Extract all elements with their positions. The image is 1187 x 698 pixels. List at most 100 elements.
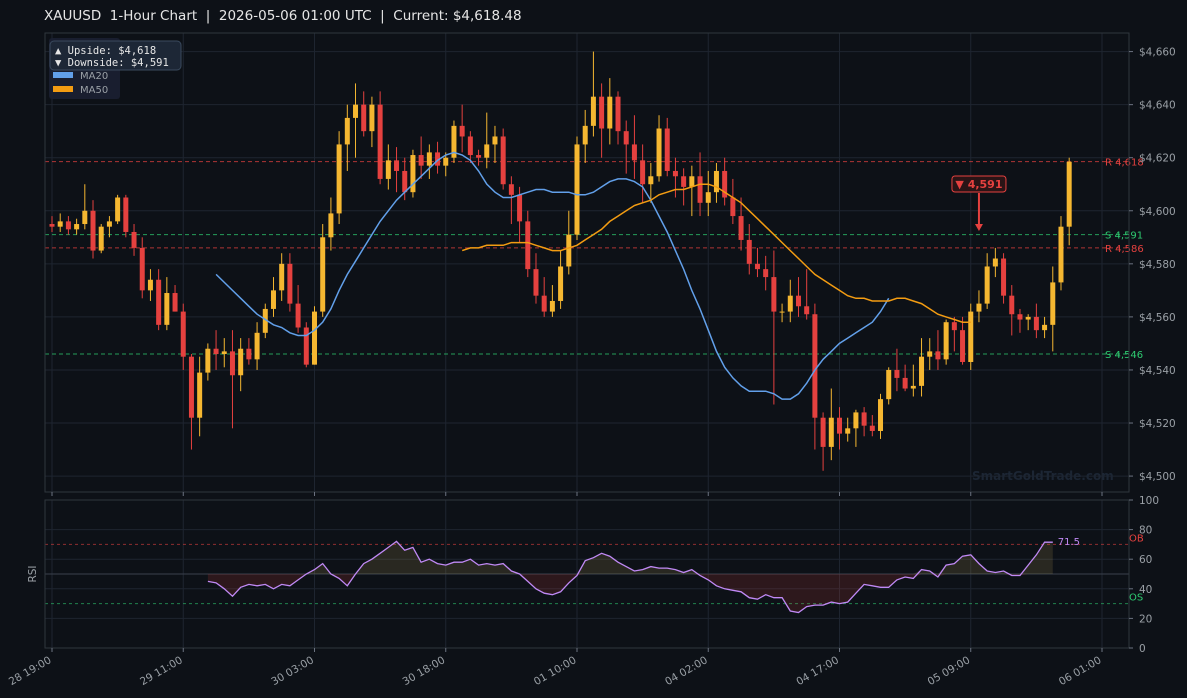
candle-body — [320, 237, 326, 312]
candle-body — [861, 412, 867, 426]
candle-body — [779, 311, 785, 313]
y-tick-label: $4,560 — [1139, 312, 1176, 324]
y-tick-label: $4,500 — [1139, 471, 1176, 483]
info-upside: ▲ Upside: $4,618 — [55, 45, 156, 57]
candle-body — [369, 104, 375, 132]
candle-body — [689, 176, 695, 187]
signal-label: ▼ 4,591 — [955, 178, 1002, 191]
candle-body — [1025, 316, 1031, 320]
candle-body — [1033, 316, 1039, 331]
candle-body — [229, 351, 235, 376]
x-tick-label: 29 11:00 — [138, 654, 185, 688]
candle-body — [1058, 226, 1064, 283]
candle-body — [115, 197, 121, 222]
candle-body — [795, 295, 801, 307]
candle-body — [131, 231, 137, 248]
candle-body — [919, 356, 925, 386]
candle-body — [590, 96, 596, 126]
axes: $4,500 $4,520 $4,540 $4,560 $4,580 $4,600 $4,6… — [7, 32, 1176, 688]
candle-body — [180, 311, 186, 357]
candle-body — [558, 266, 564, 301]
candle-body — [837, 417, 842, 434]
x-tick-label: 06 01:00 — [1057, 654, 1104, 688]
candle-body — [943, 322, 949, 360]
candle-body — [377, 104, 383, 179]
rsi-y-tick-label: 80 — [1139, 525, 1152, 537]
candle-body — [336, 144, 342, 214]
x-tick-label: 30 03:00 — [269, 654, 316, 688]
candle-body — [418, 155, 424, 166]
candle-body — [754, 263, 760, 270]
candle-body — [90, 210, 96, 251]
y-tick-label: $4,660 — [1139, 47, 1176, 59]
grid — [45, 33, 1129, 649]
candle-body — [74, 224, 80, 230]
candle-body — [968, 311, 974, 362]
candle-body — [139, 247, 145, 291]
candle-body — [984, 266, 990, 304]
rsi-ob-label: OB — [1129, 533, 1144, 544]
candle-body — [49, 224, 55, 227]
candle-body — [65, 221, 71, 230]
candle-body — [992, 258, 998, 267]
candle-body — [894, 369, 900, 378]
candle-body — [640, 160, 646, 185]
candle-body — [599, 96, 605, 129]
candle-body — [927, 351, 933, 357]
candle-body — [57, 221, 63, 227]
level-label: R 4,586 — [1105, 244, 1144, 255]
candle-body — [287, 263, 293, 304]
candle-body — [631, 144, 637, 161]
candle-body — [328, 213, 334, 238]
candle-body — [221, 351, 227, 355]
x-tick-label: 30 18:00 — [401, 654, 448, 688]
candle-body — [672, 170, 678, 177]
rsi-panel: 71.5 OB OS — [45, 533, 1144, 614]
x-tick-label: 28 19:00 — [7, 654, 54, 688]
candle-body — [188, 356, 194, 418]
chart-title: XAUUSD 1-Hour Chart | 2026-05-06 01:00 U… — [44, 8, 522, 24]
candle-body — [1017, 314, 1023, 320]
candle-body — [1042, 324, 1048, 331]
candle-body — [123, 197, 129, 232]
candle-body — [1050, 282, 1056, 325]
candle-body — [951, 322, 957, 331]
candle-body — [787, 295, 793, 312]
candle-body — [902, 377, 908, 389]
level-label: S 4,546 — [1105, 350, 1143, 361]
y-tick-label: $4,520 — [1139, 418, 1176, 430]
candle-body — [164, 293, 170, 325]
candle-body — [845, 428, 851, 434]
candle-body — [435, 152, 441, 166]
candle-body — [270, 290, 276, 309]
candle-body — [869, 425, 875, 431]
price-panel-frame — [44, 32, 1130, 493]
candle-body — [1009, 295, 1015, 315]
y-tick-label: $4,600 — [1139, 206, 1176, 218]
candle-body — [566, 234, 572, 267]
candle-body — [361, 104, 367, 132]
candle-body — [394, 160, 400, 171]
rsi-y-tick-label: 60 — [1139, 554, 1152, 566]
legend-swatch-ma20 — [53, 72, 73, 78]
candle-body — [410, 155, 416, 193]
candle-body — [402, 170, 408, 193]
candle-body — [500, 136, 506, 185]
candle-body — [156, 279, 162, 325]
candle-body — [533, 269, 539, 296]
candles — [49, 51, 1072, 471]
ma50-line — [461, 183, 971, 323]
rsi-last-label: 71.5 — [1058, 537, 1080, 548]
candle-body — [878, 399, 884, 431]
candle-body — [738, 216, 744, 240]
rsi-axis-label: RSI — [27, 565, 39, 582]
candle-body — [1066, 161, 1072, 227]
rsi-bull-fill — [207, 541, 1053, 574]
ma20-line — [215, 151, 890, 400]
candle-body — [344, 117, 350, 145]
candle-body — [451, 125, 457, 158]
candle-body — [312, 311, 317, 365]
candle-body — [771, 277, 777, 312]
candle-body — [279, 263, 285, 291]
candle-body — [960, 330, 966, 362]
